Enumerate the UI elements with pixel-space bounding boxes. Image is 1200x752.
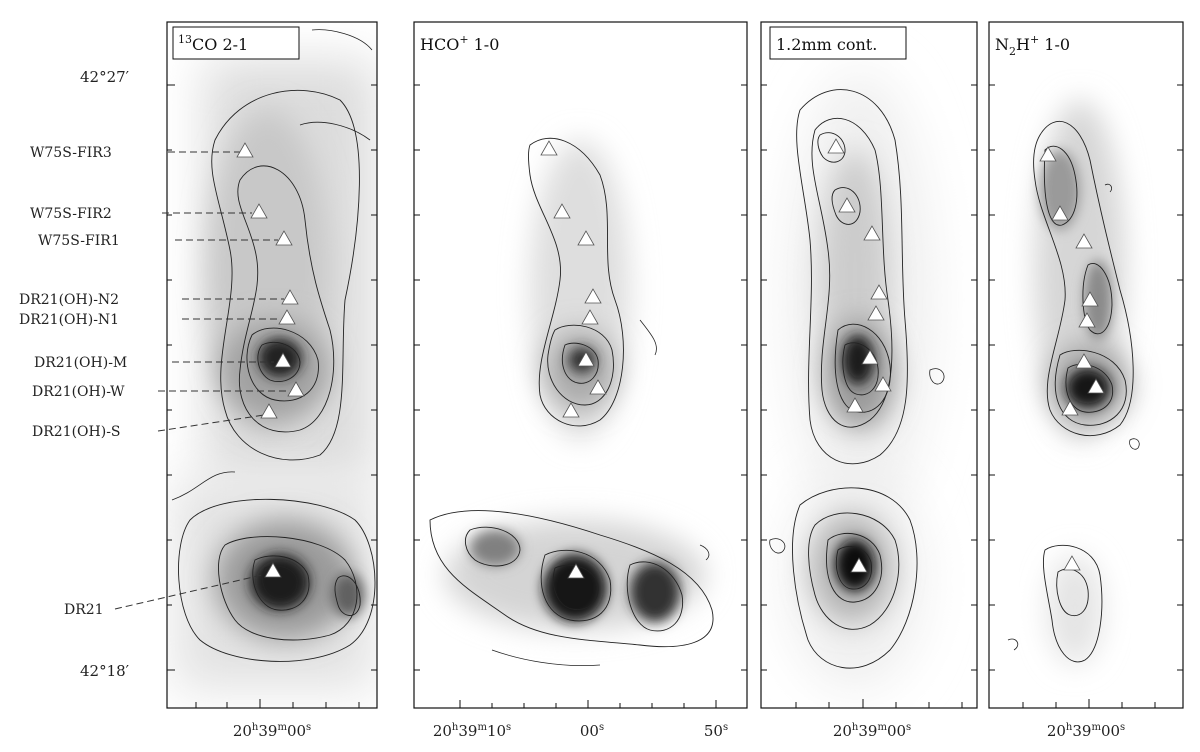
marker-13co-dr21 xyxy=(264,562,282,578)
panel-hcop-title-rest: 1-0 xyxy=(469,35,500,54)
marker-hcop-6 xyxy=(577,351,595,367)
source-label-w75s-fir2: W75S-FIR2 xyxy=(30,206,112,222)
marker-cont-4 xyxy=(870,284,888,300)
marker-cont-3 xyxy=(863,225,881,241)
panel-hcop: HCO+ 1-0 20h39m10s 00s 50s xyxy=(413,21,748,740)
marker-cont-9 xyxy=(850,557,868,573)
source-label-dr21oh-w: DR21(OH)-W xyxy=(32,384,125,400)
marker-13co-dr21oh-w xyxy=(287,381,305,397)
marker-hcop-3 xyxy=(577,230,595,246)
panel-cont-emission xyxy=(761,22,977,708)
panel-13co-ra-label: 20h39m00s xyxy=(233,722,311,740)
panel-cont-ticks xyxy=(761,84,977,708)
marker-cont-2 xyxy=(838,197,856,213)
dec-label-bottom: 42°18′ xyxy=(80,662,130,680)
svg-text:13CO 2-1: 13CO 2-1 xyxy=(178,33,248,54)
source-label-dr21oh-s: DR21(OH)-S xyxy=(32,424,121,440)
source-label-w75s-fir3: W75S-FIR3 xyxy=(30,145,112,161)
marker-cont-7 xyxy=(874,376,892,392)
marker-n2hp-1 xyxy=(1039,146,1057,162)
panel-n2hp-frame xyxy=(988,21,1184,709)
marker-cont-5 xyxy=(867,305,885,321)
panel-13co-title-sup: 13 xyxy=(178,33,192,46)
panel-hcop-ticks xyxy=(414,84,747,708)
marker-hcop-2 xyxy=(553,203,571,219)
marker-cont-1 xyxy=(827,138,845,154)
panel-13co-ticks xyxy=(167,84,377,708)
source-label-dr21: DR21 xyxy=(64,602,104,618)
marker-n2hp-8 xyxy=(1061,400,1079,416)
marker-cont-8 xyxy=(846,397,864,413)
panel-hcop-ra-label-1: 20h39m10s xyxy=(433,722,511,740)
marker-13co-dr21oh-n1 xyxy=(278,309,296,325)
panel-13co-emission xyxy=(167,22,377,708)
marker-13co-w75s-fir2 xyxy=(250,203,268,219)
marker-n2hp-7 xyxy=(1087,378,1105,394)
panel-13co: 13CO 2-1 20h39m00s xyxy=(166,21,378,740)
marker-13co-dr21oh-n2 xyxy=(281,289,299,305)
marker-cont-6 xyxy=(861,349,879,365)
marker-13co-w75s-fir1 xyxy=(275,230,293,246)
panel-hcop-title-main: HCO xyxy=(420,35,459,54)
marker-hcop-9 xyxy=(567,563,585,579)
panel-cont: 1.2mm cont. 20h39m00s xyxy=(760,21,978,740)
marker-n2hp-9 xyxy=(1063,555,1081,571)
panel-13co-frame xyxy=(166,21,378,709)
marker-13co-dr21oh-s xyxy=(260,403,278,419)
source-annotations: W75S-FIR3 W75S-FIR2 W75S-FIR1 DR21(OH)-N… xyxy=(19,145,290,618)
panel-cont-title-main: 1.2mm cont. xyxy=(776,35,877,54)
panel-n2hp-title: N2H+ 1-0 xyxy=(995,33,1070,58)
dec-label-top: 42°27′ xyxy=(80,68,130,86)
panel-13co-title: 13CO 2-1 xyxy=(172,26,300,60)
panel-n2hp-ticks xyxy=(989,84,1183,708)
panel-n2hp-title-sub: 2 xyxy=(1009,45,1016,58)
source-label-dr21oh-n2: DR21(OH)-N2 xyxy=(19,292,119,308)
panel-n2hp-title-main: N xyxy=(995,35,1009,54)
marker-13co-w75s-fir3 xyxy=(236,142,254,158)
marker-n2hp-4 xyxy=(1081,291,1099,307)
source-label-dr21oh-m: DR21(OH)-M xyxy=(34,355,127,371)
panel-cont-title: 1.2mm cont. xyxy=(769,26,907,60)
marker-n2hp-5 xyxy=(1078,312,1096,328)
panel-n2hp-title-mid: H xyxy=(1016,35,1030,54)
panel-n2hp: N2H+ 1-0 20h39m00s xyxy=(988,21,1184,740)
panel-n2hp-title-sup: + xyxy=(1030,33,1039,46)
panel-cont-frame xyxy=(760,21,978,709)
panel-hcop-title: HCO+ 1-0 xyxy=(420,33,499,54)
marker-n2hp-2 xyxy=(1051,205,1069,221)
panel-n2hp-title-rest: 1-0 xyxy=(1039,35,1070,54)
source-label-w75s-fir1: W75S-FIR1 xyxy=(38,233,120,249)
marker-hcop-8 xyxy=(562,402,580,418)
panel-hcop-frame xyxy=(413,21,748,709)
panel-hcop-ra-label-2: 00s xyxy=(580,722,604,740)
marker-n2hp-3 xyxy=(1075,233,1093,249)
source-markers xyxy=(236,138,1105,579)
panel-13co-title-main: CO 2-1 xyxy=(192,35,248,54)
marker-hcop-7 xyxy=(589,379,607,395)
marker-n2hp-6 xyxy=(1075,353,1093,369)
marker-13co-dr21oh-m xyxy=(274,352,292,368)
panel-hcop-ra-label-3: 50s xyxy=(704,722,728,740)
panel-n2hp-ra-label: 20h39m00s xyxy=(1047,722,1125,740)
marker-hcop-4 xyxy=(584,288,602,304)
leader-lines xyxy=(114,151,290,610)
marker-hcop-1 xyxy=(540,140,558,156)
source-label-dr21oh-n1: DR21(OH)-N1 xyxy=(19,312,119,328)
panel-cont-ra-label: 20h39m00s xyxy=(833,722,911,740)
marker-hcop-5 xyxy=(581,309,599,325)
panel-hcop-title-sup: + xyxy=(459,33,468,46)
